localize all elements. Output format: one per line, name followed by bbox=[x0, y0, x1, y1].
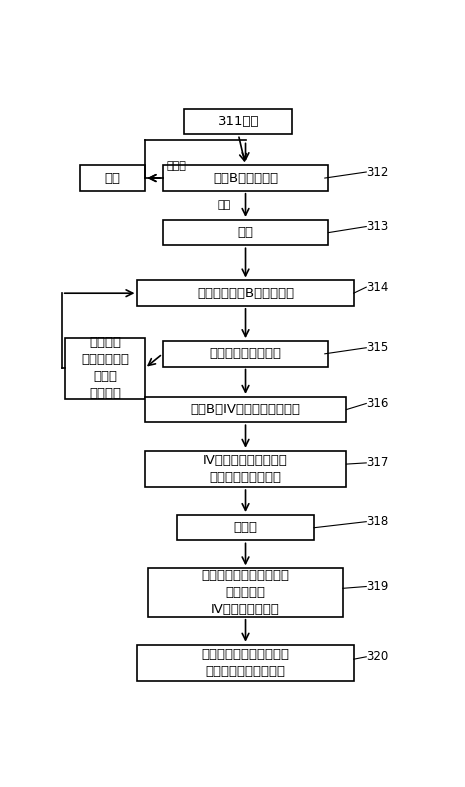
Text: 311から: 311から bbox=[218, 115, 259, 128]
Text: IVバッグつなげられた
注射器を画像化する: IVバッグつなげられた 注射器を画像化する bbox=[203, 454, 288, 484]
Text: 注射器を画像化する: 注射器を画像化する bbox=[210, 347, 281, 360]
Text: 終える: 終える bbox=[233, 521, 258, 534]
Text: 314: 314 bbox=[366, 281, 389, 294]
Text: 薬物Bを指示する: 薬物Bを指示する bbox=[213, 172, 278, 185]
Text: 使用されていない材料を
処分するよう指示する: 使用されていない材料を 処分するよう指示する bbox=[201, 648, 290, 678]
Text: 小瓶から薬物Bを抜き出す: 小瓶から薬物Bを抜き出す bbox=[197, 286, 294, 300]
Bar bbox=[163, 220, 328, 246]
Bar bbox=[184, 109, 292, 135]
Bar bbox=[65, 338, 145, 399]
Bar bbox=[80, 165, 145, 190]
Text: 312: 312 bbox=[366, 165, 389, 179]
Text: 320: 320 bbox=[366, 650, 388, 663]
Bar bbox=[163, 341, 328, 367]
Text: いいえ: いいえ bbox=[166, 161, 186, 171]
Text: 313: 313 bbox=[366, 220, 388, 233]
Text: 318: 318 bbox=[366, 515, 388, 528]
Text: 315: 315 bbox=[366, 342, 388, 354]
Bar bbox=[145, 397, 346, 423]
Bar bbox=[177, 515, 314, 541]
Text: 316: 316 bbox=[366, 397, 389, 410]
Text: 戻す: 戻す bbox=[238, 226, 253, 239]
Bar bbox=[138, 645, 354, 681]
Text: はい: はい bbox=[217, 201, 231, 210]
Text: 319: 319 bbox=[366, 580, 389, 593]
Bar bbox=[145, 451, 346, 487]
Bar bbox=[148, 568, 343, 617]
Text: 警報: 警報 bbox=[104, 172, 120, 185]
Text: 317: 317 bbox=[366, 456, 389, 469]
Text: 薬物BをIVバッグに注入する: 薬物BをIVバッグに注入する bbox=[191, 403, 300, 416]
Text: 「終了」というラベルを
印刷して、
IVバッグに付ける: 「終了」というラベルを 印刷して、 IVバッグに付ける bbox=[201, 569, 290, 616]
Bar bbox=[138, 280, 354, 306]
Bar bbox=[163, 165, 328, 190]
Text: 気泡又は
間違った量の
場合、
警報する: 気泡又は 間違った量の 場合、 警報する bbox=[81, 336, 129, 401]
